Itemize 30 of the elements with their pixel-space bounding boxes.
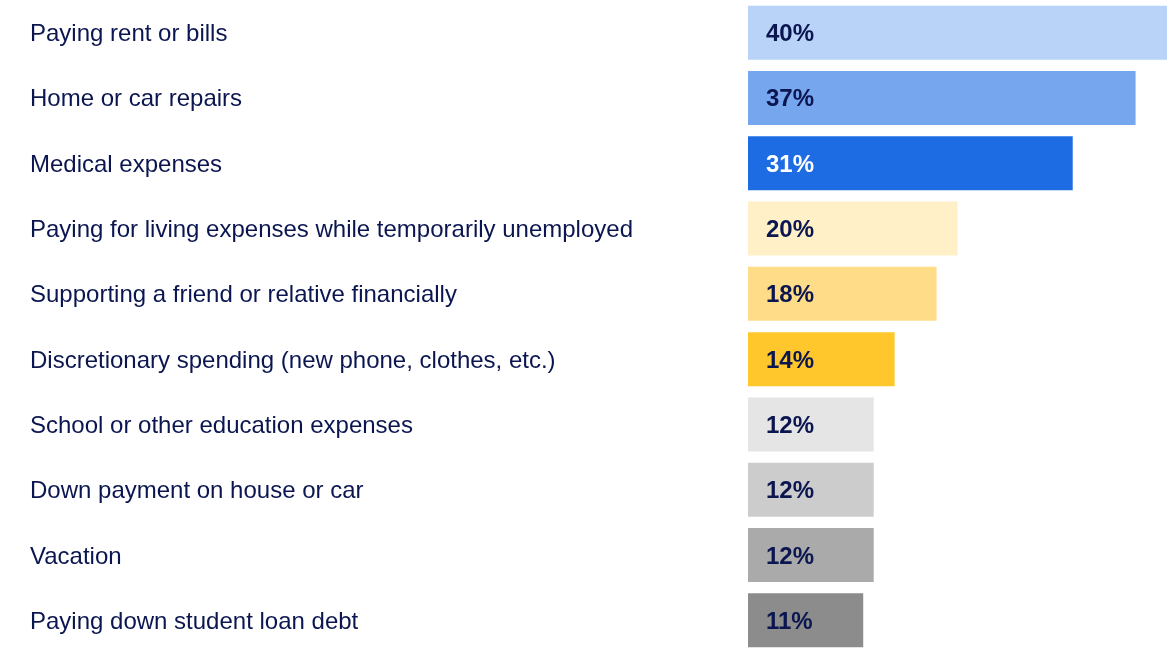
y-tick-label: Paying down student loan debt xyxy=(30,606,359,634)
data-label: 40% xyxy=(766,19,815,47)
bar xyxy=(748,462,874,517)
y-tick-label: Paying rent or bills xyxy=(30,19,228,47)
y-tick-label: School or other education expenses xyxy=(30,410,413,438)
y-tick-label: Supporting a friend or relative financially xyxy=(30,280,457,308)
y-tick-label: Vacation xyxy=(30,541,122,569)
data-label: 37% xyxy=(766,84,815,112)
data-label: 18% xyxy=(766,280,815,308)
data-label: 14% xyxy=(766,345,815,373)
bar xyxy=(748,332,895,387)
y-tick-label: Discretionary spending (new phone, clothes, etc.) xyxy=(30,345,556,373)
bar xyxy=(748,136,1073,191)
y-tick-label: Medical expenses xyxy=(30,149,223,177)
bar xyxy=(748,528,874,583)
bar xyxy=(748,70,1136,125)
data-label: 12% xyxy=(766,410,815,438)
data-label: 31% xyxy=(766,149,815,177)
data-label: 20% xyxy=(766,215,815,243)
data-label: 12% xyxy=(766,541,815,569)
bar xyxy=(748,593,864,648)
bar xyxy=(748,397,874,452)
y-tick-label: Down payment on house or car xyxy=(30,476,364,504)
y-tick-label: Paying for living expenses while temporarily unemployed xyxy=(30,215,633,243)
data-label: 12% xyxy=(766,476,815,504)
bar xyxy=(748,201,958,256)
bar xyxy=(748,266,937,321)
bar xyxy=(748,5,1167,60)
y-tick-label: Home or car repairs xyxy=(30,84,243,112)
data-label: 11% xyxy=(766,606,813,634)
